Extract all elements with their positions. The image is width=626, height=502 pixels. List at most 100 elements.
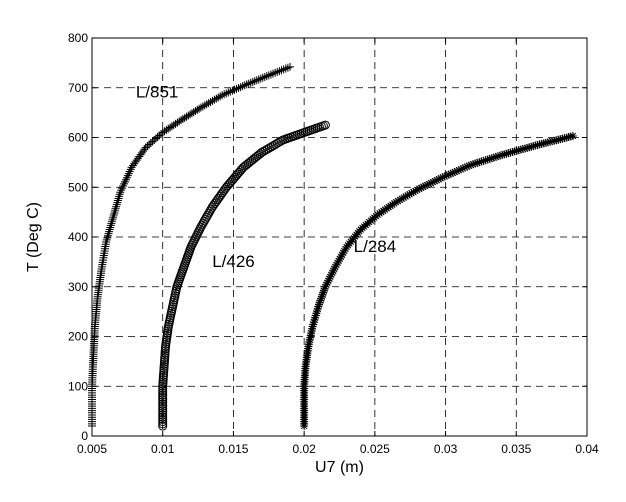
data-point — [469, 160, 478, 169]
data-point — [244, 79, 253, 88]
data-point — [481, 156, 490, 165]
data-point — [112, 200, 121, 209]
data-point — [446, 169, 455, 178]
data-point — [283, 63, 292, 72]
data-point — [425, 179, 434, 188]
data-point — [158, 417, 168, 427]
series-asterisk — [300, 132, 577, 431]
data-point — [324, 276, 333, 285]
data-point — [550, 136, 559, 145]
data-point — [426, 179, 435, 188]
data-point — [216, 92, 225, 101]
data-point — [308, 322, 317, 331]
data-point — [432, 176, 441, 185]
data-point — [428, 178, 437, 187]
data-point — [108, 217, 117, 226]
data-point — [560, 134, 569, 143]
data-point — [111, 204, 120, 213]
data-point — [106, 221, 115, 230]
x-tick-label: 0.01 — [151, 442, 175, 456]
data-point — [341, 244, 350, 253]
data-point — [397, 194, 406, 203]
x-tick-label: 0.005 — [77, 442, 107, 456]
data-point — [566, 132, 575, 141]
data-point — [228, 86, 237, 95]
data-point — [313, 307, 322, 316]
x-tick-label: 0.035 — [501, 442, 531, 456]
data-point — [395, 195, 404, 204]
y-axis-title: T (Deg C) — [25, 202, 42, 272]
data-point — [266, 70, 275, 79]
data-point — [105, 227, 114, 236]
data-point — [320, 120, 330, 130]
data-point — [554, 135, 563, 144]
data-point — [456, 165, 465, 174]
data-point — [121, 177, 129, 186]
y-tick-label: 500 — [68, 180, 88, 194]
data-point — [110, 208, 119, 217]
data-point — [562, 133, 571, 142]
data-point — [269, 69, 278, 78]
data-point — [275, 67, 284, 76]
data-point — [448, 168, 457, 177]
data-point — [112, 202, 121, 211]
data-point — [335, 254, 344, 263]
data-point — [316, 296, 325, 305]
data-point — [110, 206, 119, 215]
data-point — [230, 85, 239, 94]
data-point — [531, 141, 540, 150]
data-point — [556, 135, 565, 144]
data-point — [115, 190, 124, 199]
data-point — [462, 162, 471, 171]
data-point — [238, 82, 247, 91]
data-point — [158, 421, 168, 431]
data-point — [158, 419, 168, 429]
data-point — [102, 237, 111, 246]
data-point — [417, 183, 426, 192]
data-point — [512, 146, 521, 155]
x-tick-labels: 0.005 0.01 0.015 0.02 0.025 0.03 0.035 0.04 — [77, 442, 599, 456]
data-point — [218, 91, 227, 100]
data-point — [523, 143, 532, 152]
data-point — [564, 133, 573, 142]
x-tick-label: 0.025 — [360, 442, 390, 456]
data-point — [321, 282, 330, 291]
grid-lines — [92, 38, 587, 436]
data-point — [311, 311, 320, 320]
data-point — [281, 64, 290, 73]
data-point — [107, 219, 116, 228]
data-point — [240, 81, 249, 90]
data-point — [516, 145, 525, 154]
data-point — [277, 66, 286, 75]
data-point — [271, 68, 280, 77]
data-point — [113, 196, 122, 205]
data-point — [334, 256, 343, 265]
data-point — [158, 414, 168, 424]
data-point — [430, 177, 439, 186]
y-tick-label: 100 — [68, 379, 88, 393]
data-point — [120, 179, 129, 188]
data-point — [338, 250, 347, 259]
data-point — [311, 313, 320, 322]
data-point — [465, 161, 474, 170]
data-point — [438, 173, 447, 182]
data-point — [318, 290, 327, 299]
data-point — [473, 158, 482, 167]
data-point — [525, 143, 534, 152]
curve-annotations: L/851 L/426 L/284 — [136, 83, 396, 271]
data-point — [394, 197, 402, 206]
data-point — [440, 172, 449, 181]
data-point — [158, 383, 168, 393]
data-point — [158, 397, 168, 407]
data-point — [314, 300, 323, 309]
data-point — [242, 80, 251, 89]
x-axis-title: U7 (m) — [315, 459, 364, 476]
data-point — [405, 190, 414, 199]
data-point — [158, 386, 168, 396]
data-point — [521, 144, 530, 153]
data-point — [493, 152, 502, 161]
data-point — [123, 171, 132, 180]
data-point — [224, 88, 233, 97]
x-tick-label: 0.04 — [575, 442, 599, 456]
